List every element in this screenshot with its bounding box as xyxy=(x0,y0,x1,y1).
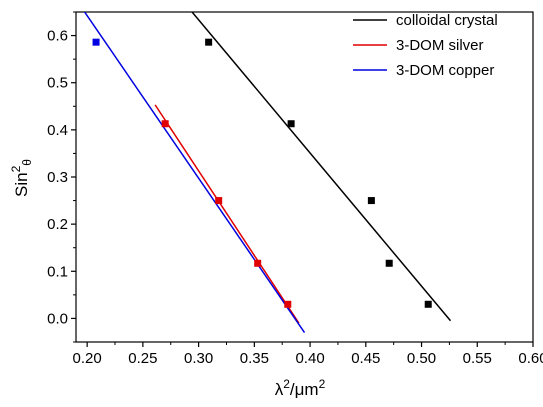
x-tick-label: 0.20 xyxy=(73,350,102,367)
x-tick-label: 0.40 xyxy=(295,350,324,367)
x-tick-label: 0.60 xyxy=(518,350,543,367)
data-point-colloidal-crystal xyxy=(367,197,375,205)
x-tick-label: 0.30 xyxy=(184,350,213,367)
data-point-colloidal-crystal xyxy=(385,259,393,267)
data-point-3-dom-silver xyxy=(215,197,223,205)
legend: colloidal crystal 3-DOM silver 3-DOM coppe… xyxy=(353,12,498,79)
x-axis-ticks: 0.20 0.25 0.30 0.35 0.40 0.45 0.50 0.55 0.60 xyxy=(73,342,543,367)
y-axis-title: Sin2θ xyxy=(9,159,34,197)
y-tick-label: 0.2 xyxy=(47,216,68,233)
fit-line-3-dom-copper xyxy=(83,12,306,333)
y-tick-label: 0.4 xyxy=(47,122,68,139)
x-tick-label: 0.35 xyxy=(240,350,269,367)
series-layer xyxy=(83,12,452,333)
y-tick-label: 0.6 xyxy=(47,28,68,45)
x-tick-label: 0.25 xyxy=(128,350,157,367)
x-tick-label: 0.45 xyxy=(351,350,380,367)
legend-label-3-dom-silver: 3-DOM silver xyxy=(396,37,484,54)
data-point-colloidal-crystal xyxy=(287,120,295,128)
y-tick-label: 0.3 xyxy=(47,169,68,186)
data-point-3-dom-copper xyxy=(92,38,100,46)
fit-line-colloidal-crystal xyxy=(191,12,452,322)
y-axis-ticks: 0.0 0.1 0.2 0.3 0.4 0.5 0.6 xyxy=(47,11,76,343)
legend-label-colloidal-crystal: colloidal crystal xyxy=(396,12,498,29)
fit-line-3-dom-silver xyxy=(154,104,300,324)
x-axis-title: λ2/μm2 xyxy=(275,377,326,399)
data-point-3-dom-silver xyxy=(254,259,262,267)
x-tick-label: 0.50 xyxy=(407,350,436,367)
data-point-colloidal-crystal xyxy=(424,300,432,308)
y-tick-label: 0.5 xyxy=(47,75,68,92)
data-point-3-dom-silver xyxy=(284,300,292,308)
data-point-3-dom-silver xyxy=(161,120,169,128)
y-tick-label: 0.0 xyxy=(47,310,68,327)
x-tick-label: 0.55 xyxy=(463,350,492,367)
data-point-colloidal-crystal xyxy=(205,38,213,46)
legend-label-3-dom-copper: 3-DOM copper xyxy=(396,62,494,79)
y-tick-label: 0.1 xyxy=(47,263,68,280)
